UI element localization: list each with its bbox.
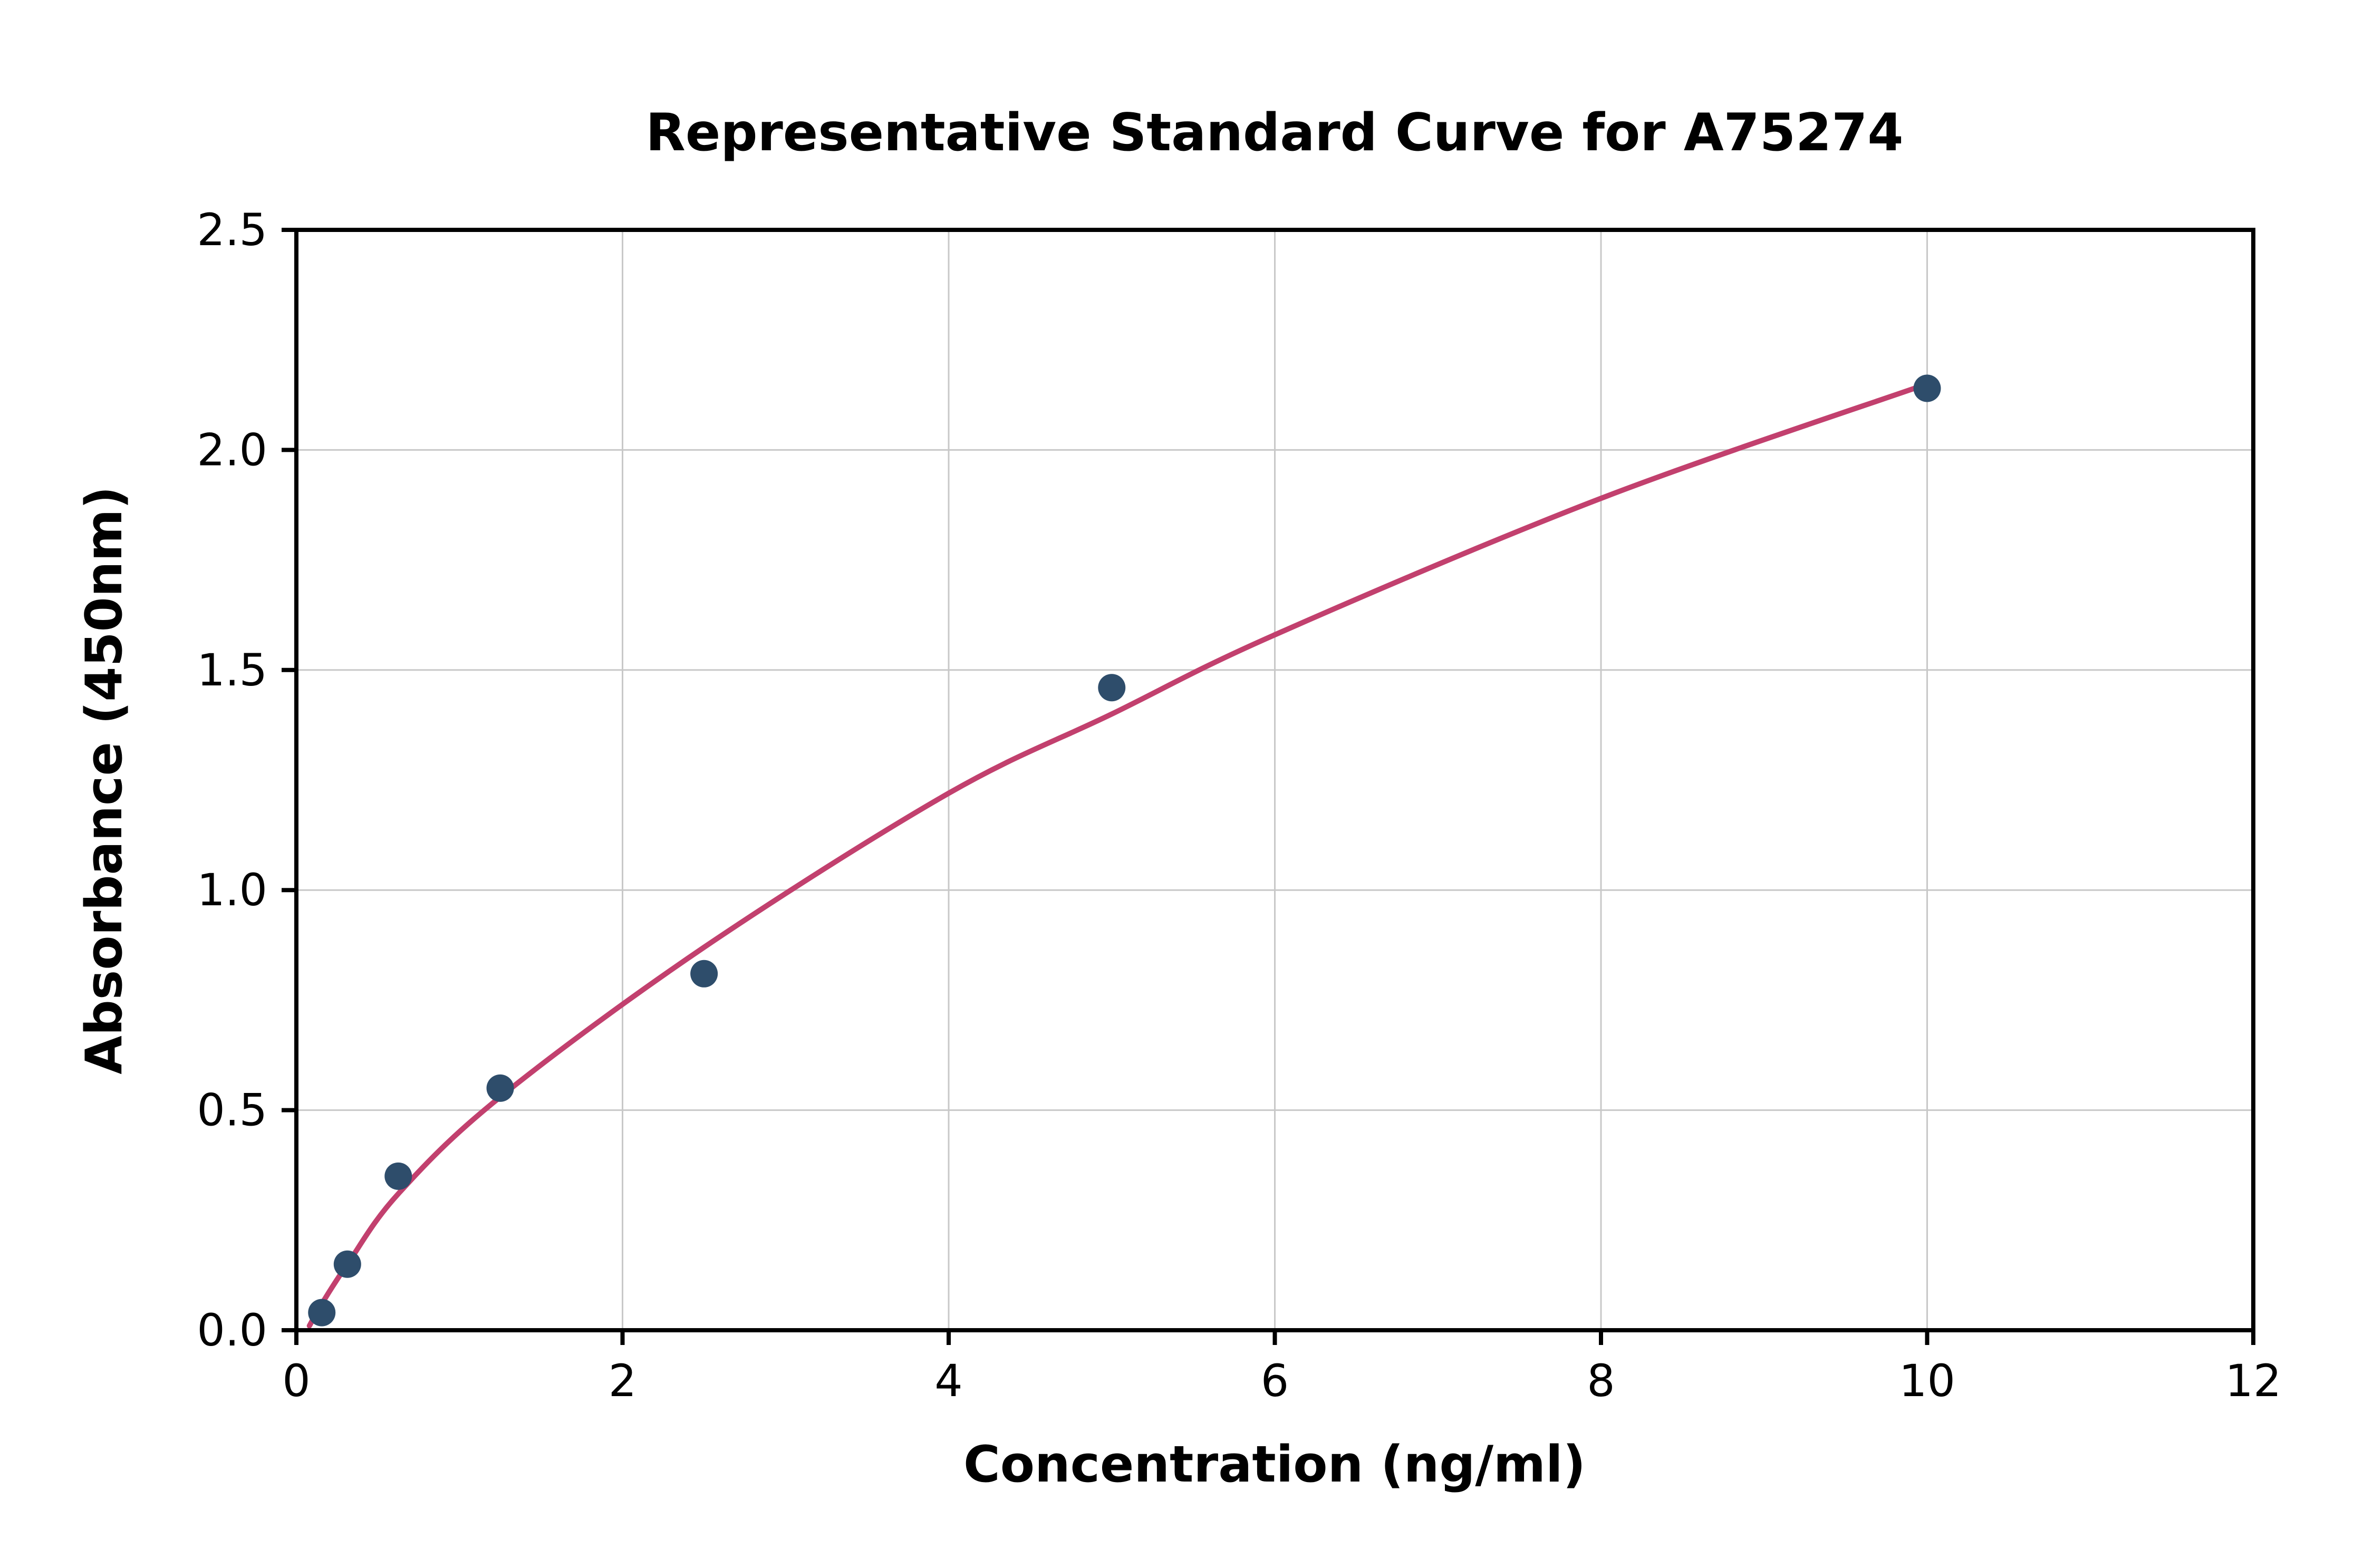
- svg-text:8: 8: [1587, 1355, 1615, 1407]
- svg-text:1.0: 1.0: [197, 864, 267, 916]
- svg-text:0.5: 0.5: [197, 1085, 267, 1136]
- y-axis-label: Absorbance (450nm): [75, 486, 133, 1075]
- svg-text:2.5: 2.5: [197, 204, 267, 256]
- chart-title: Representative Standard Curve for A75274: [645, 103, 1903, 163]
- scatter-points: [308, 374, 1941, 1327]
- svg-text:0.0: 0.0: [197, 1304, 267, 1356]
- svg-text:6: 6: [1261, 1355, 1289, 1407]
- tick-marks: [282, 228, 2255, 1345]
- svg-text:10: 10: [1899, 1355, 1955, 1407]
- svg-text:12: 12: [2225, 1355, 2282, 1407]
- svg-text:1.5: 1.5: [197, 644, 267, 696]
- svg-text:2: 2: [609, 1355, 636, 1407]
- svg-text:2.0: 2.0: [197, 424, 267, 476]
- x-axis-label: Concentration (ng/ml): [963, 1436, 1586, 1494]
- x-tick-labels: 0 2 4 6 8 10 12: [282, 1355, 2281, 1407]
- fit-curve: [306, 381, 1930, 1329]
- svg-text:4: 4: [934, 1355, 962, 1407]
- y-tick-labels: 0.0 0.5 1.0 1.5 2.0 2.5: [197, 204, 267, 1356]
- svg-text:0: 0: [282, 1355, 310, 1407]
